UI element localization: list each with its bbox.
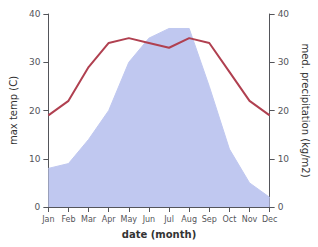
svg-text:0: 0 — [278, 202, 284, 212]
svg-text:Dec: Dec — [262, 215, 277, 224]
svg-text:date (month): date (month) — [122, 229, 196, 240]
svg-text:0: 0 — [35, 202, 41, 212]
svg-text:May: May — [121, 215, 138, 224]
svg-text:Mar: Mar — [81, 215, 97, 224]
svg-text:10: 10 — [278, 154, 290, 164]
svg-text:med. precipitation (kg/m2): med. precipitation (kg/m2) — [300, 43, 311, 177]
svg-text:max temp (C): max temp (C) — [8, 76, 19, 145]
svg-text:Feb: Feb — [61, 215, 75, 224]
svg-text:30: 30 — [278, 57, 290, 67]
svg-text:Oct: Oct — [222, 215, 236, 224]
svg-text:20: 20 — [278, 106, 290, 116]
svg-text:Nov: Nov — [242, 215, 258, 224]
svg-text:Sep: Sep — [202, 215, 217, 224]
svg-text:Jul: Jul — [163, 215, 174, 224]
svg-text:40: 40 — [29, 9, 41, 19]
svg-text:30: 30 — [29, 57, 41, 67]
svg-text:Apr: Apr — [102, 215, 117, 224]
svg-text:Jan: Jan — [41, 215, 54, 224]
svg-text:Jun: Jun — [142, 215, 156, 224]
svg-text:40: 40 — [278, 9, 290, 19]
svg-text:10: 10 — [29, 154, 41, 164]
svg-text:Aug: Aug — [181, 215, 197, 224]
svg-text:20: 20 — [29, 106, 41, 116]
